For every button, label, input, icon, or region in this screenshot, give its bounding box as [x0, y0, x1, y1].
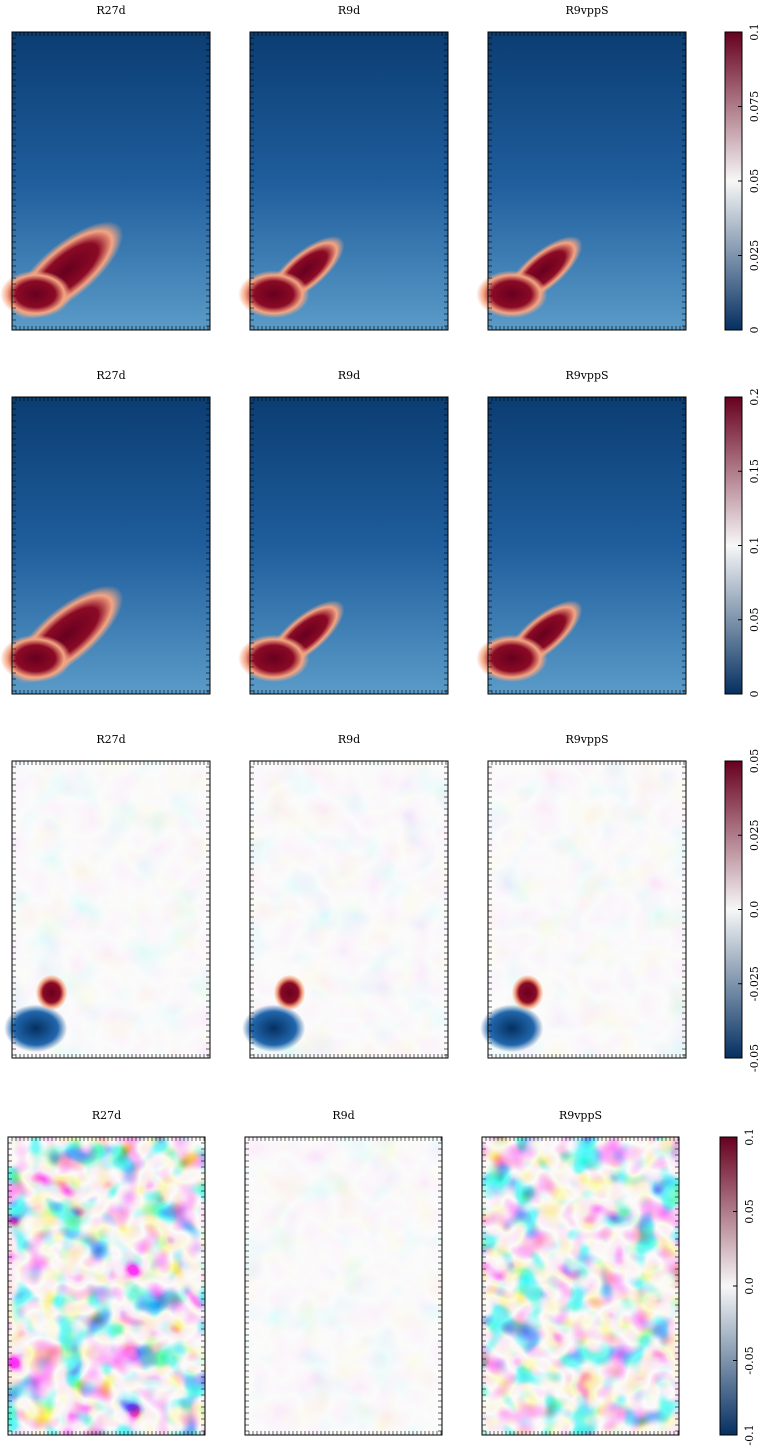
field-feature — [274, 975, 306, 1011]
colorbar-tick-label: 0.05 — [748, 169, 761, 194]
panel-title: R27d — [96, 4, 125, 17]
colorbar-tick-label: 0.075 — [748, 91, 761, 123]
colorbar-tick-label: 0.1 — [748, 537, 761, 555]
colorbar: -0.1 -0.05 0.0 0.05 0.1 — [720, 1128, 756, 1445]
panel: R9vppS — [480, 733, 686, 1058]
panel-title: R9vppS — [565, 369, 608, 382]
colorbar-tick-label: -0.05 — [743, 1346, 756, 1374]
panel: R9vppS — [476, 369, 686, 694]
colorbar-tick-label: 0.2 — [748, 388, 761, 406]
colorbar: 0 0.025 0.05 0.075 0.1 — [725, 23, 761, 333]
colorbar-tick-label: 0.05 — [743, 1199, 756, 1224]
panel: R27d — [4, 733, 210, 1058]
colorbar-tick-label: 0.15 — [748, 459, 761, 484]
panel-title: R27d — [96, 369, 125, 382]
panel: R27d — [0, 4, 210, 335]
colorbar-tick-label: -0.1 — [743, 1424, 756, 1445]
colorbar: 0 0.05 0.1 0.15 0.2 — [725, 388, 761, 697]
colorbar-tick-label: 0.1 — [743, 1128, 756, 1146]
panel-title: R27d — [96, 733, 125, 746]
colorbar-tick-label: 0 — [748, 327, 761, 334]
field-feature — [0, 270, 71, 318]
panel: R27d — [8, 1109, 205, 1435]
field-feature — [36, 975, 68, 1011]
colorbar-tick-label: 0.1 — [748, 23, 761, 41]
colorbar-tick-label: 0.0 — [748, 901, 761, 919]
field-feature — [242, 1005, 305, 1053]
colorbar-tick-label: 0 — [748, 691, 761, 698]
panel: R9vppS — [482, 1109, 679, 1435]
field — [8, 1137, 205, 1435]
colorbar-tick-label: -0.05 — [748, 1044, 761, 1072]
panel: R27d — [0, 369, 210, 700]
panel-title: R9vppS — [565, 733, 608, 746]
panel-title: R9d — [338, 4, 360, 17]
field-feature — [4, 1005, 67, 1053]
panel-title: R9vppS — [559, 1109, 602, 1122]
panel-title: R27d — [92, 1109, 121, 1122]
field-feature — [238, 635, 309, 683]
field — [245, 1137, 442, 1435]
colorbar-tick-label: 0.025 — [748, 240, 761, 272]
field-feature — [476, 635, 547, 683]
colorbar-tick-label: 0.05 — [748, 608, 761, 633]
panel-title: R9d — [332, 1109, 354, 1122]
field-feature — [476, 270, 547, 318]
field-feature — [0, 635, 71, 683]
field-feature — [512, 975, 544, 1011]
colorbar-tick-label: 0.05 — [748, 749, 761, 774]
panel: R9d — [245, 1109, 442, 1435]
panel: R9d — [242, 733, 448, 1058]
colorbar-tick-label: -0.025 — [748, 966, 761, 1001]
panel: R9d — [238, 4, 448, 330]
panel-title: R9vppS — [565, 4, 608, 17]
colorbar-tick-label: 0.025 — [748, 820, 761, 852]
figure: R27d R9d R9vppS 0 0.025 0.05 0.075 0.1 R27d R9d R9… — [0, 0, 766, 1452]
panel-title: R9d — [338, 733, 360, 746]
colorbar: -0.05 -0.025 0.0 0.025 0.05 — [725, 749, 761, 1072]
field — [482, 1137, 679, 1435]
panel: R9vppS — [476, 4, 686, 330]
field-feature — [238, 270, 309, 318]
panel: R9d — [238, 369, 448, 694]
colorbar-tick-label: 0.0 — [743, 1277, 756, 1295]
panel-title: R9d — [338, 369, 360, 382]
field-feature — [480, 1005, 543, 1053]
